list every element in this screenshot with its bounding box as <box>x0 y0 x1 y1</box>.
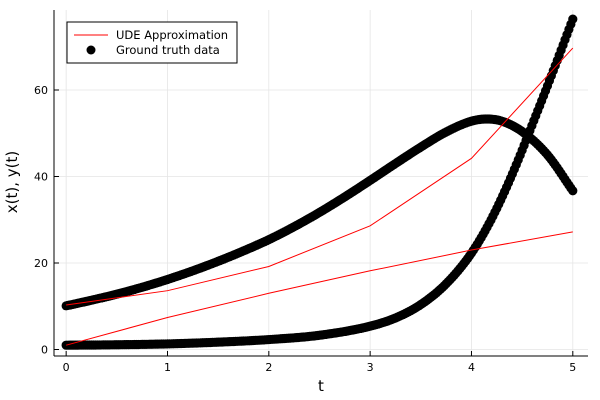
legend-label-ude: UDE Approximation <box>116 28 228 42</box>
y-tick-label: 40 <box>34 171 48 184</box>
ude-approximation-line-2 <box>66 231 573 346</box>
legend-swatch-ground-truth <box>86 45 96 55</box>
legend-box <box>66 21 238 64</box>
x-tick-label: 2 <box>265 361 272 374</box>
x-tick-label: 1 <box>164 361 171 374</box>
x-tick-label: 5 <box>569 361 576 374</box>
legend-label-ground-truth: Ground truth data <box>116 43 220 57</box>
y-tick-label: 20 <box>34 257 48 270</box>
y-tick-label: 60 <box>34 84 48 97</box>
ground-truth-point <box>568 14 578 24</box>
y-tick-label: 0 <box>41 344 48 357</box>
ground-truth-point <box>568 186 578 196</box>
x-axis-label: t <box>318 377 324 395</box>
tick-labels: 0 1 2 3 4 5 0 20 40 60 <box>34 84 576 374</box>
y-axis-label: x(t), y(t) <box>3 151 21 213</box>
x-tick-label: 0 <box>63 361 70 374</box>
plot-series <box>61 14 578 350</box>
x-tick-label: 3 <box>367 361 374 374</box>
axes <box>53 10 588 357</box>
x-tick-label: 4 <box>468 361 475 374</box>
ude-approximation-line-1 <box>66 47 574 306</box>
legend: UDE Approximation Ground truth data <box>66 21 238 64</box>
